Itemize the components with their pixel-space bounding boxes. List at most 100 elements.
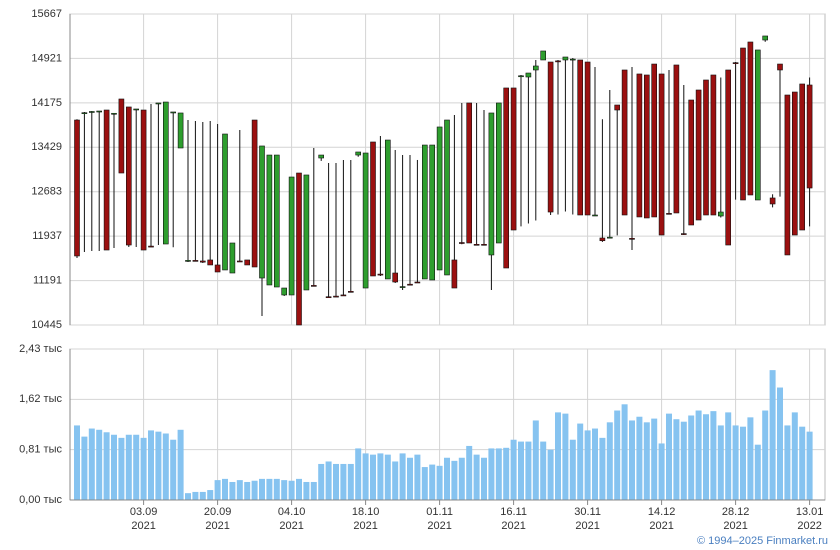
volume-bar [547,449,554,500]
volume-bar [362,453,369,500]
volume-bar [347,463,354,500]
volume-bar [680,421,687,500]
volume-bar [103,432,110,500]
volume-bar [407,457,413,500]
x-tick-label-line: 20.09 [204,506,232,518]
x-tick-label-line: 2021 [131,520,155,532]
candle-body [74,119,80,257]
volume-bar [170,439,177,500]
candle-body [421,144,428,280]
volume-bar [791,412,798,500]
candle-body [488,112,495,256]
candle-body [592,214,598,217]
candle-body [518,75,524,78]
volume-bar [643,422,650,500]
candle-body [451,259,458,289]
volume-bar [377,453,384,500]
candle-body [658,73,665,236]
volume-bar [666,413,672,500]
volume-bar [799,426,806,500]
volume-bar [606,422,613,500]
volume-bar [259,478,265,500]
volume-bar [710,411,717,500]
volume-bar [577,423,584,500]
volume-bar [629,420,635,500]
volume-bar [111,434,117,500]
y-tick-label: 12683 [31,186,62,198]
candle-body [577,59,584,216]
candle-body [481,244,487,246]
volume-bar [621,404,628,500]
x-tick-label-line: 2021 [723,520,747,532]
x-tick-label: 30.11 2021 [574,506,601,532]
volume-bar [784,425,791,500]
candle-body [710,74,717,216]
candle-body [754,49,761,201]
volume-bar [466,445,473,500]
candle-body [355,151,362,156]
volume-bar [695,410,702,500]
x-tick-label: 14.12 2021 [648,506,676,532]
candle-body [473,244,480,246]
candle-body [555,60,561,63]
candle-body [325,296,332,299]
candle-body [688,99,695,226]
candle-body [643,74,650,219]
volume-bar [303,481,310,500]
x-tick-label-line: 16.11 [500,506,527,518]
volume-bar [355,448,362,500]
candle-body [569,58,576,61]
candle-body [562,56,569,61]
x-tick-label-line: 2021 [279,520,303,532]
candle-body [629,238,635,240]
candle-body [340,294,347,297]
y-tick-label: 0,81 тыс [19,444,62,456]
candle-body [155,102,162,105]
candle-body [606,236,613,239]
volume-bar [806,431,813,500]
volume-bar [540,441,547,500]
candle-body [185,260,191,262]
x-tick-label: 01.11 2021 [426,506,453,532]
candle-body [333,295,339,298]
candle-body [547,61,554,213]
x-tick-label-line: 01.11 [426,506,453,518]
candle-body [229,242,236,274]
candle-body [532,65,539,71]
volume-bar [740,426,746,500]
candle-body [148,245,154,248]
x-tick-label-line: 2021 [575,520,599,532]
candle-body [89,111,95,113]
y-tick-label: 15667 [31,8,62,20]
candle-body [732,62,739,64]
volume-bar [636,416,643,500]
y-tick-label: 10445 [31,319,62,331]
candle-body [347,291,354,293]
candle-body [791,91,798,236]
volume-bar [74,425,80,500]
candle-body [584,61,591,216]
x-tick-label-line: 2021 [427,520,451,532]
candle-body [762,35,769,41]
x-tick-label-line: 2021 [353,520,377,532]
x-tick-label-line: 14.12 [648,506,676,518]
candle-body [377,273,384,276]
y-tick-label: 2,43 тыс [19,343,62,355]
volume-bar [96,429,103,500]
volume-bar [384,454,391,500]
volume-bar [244,481,251,500]
volume-bar [688,415,695,500]
volume-bar [251,480,258,500]
volume-bar [592,428,598,500]
y-tick-label: 11191 [33,274,62,286]
candle-body [414,281,421,284]
candle-body [362,152,369,289]
volume-bar [333,463,339,500]
candle-body [429,144,436,281]
volume-bar [451,460,458,500]
candle-body [81,112,88,114]
candle-body [747,41,754,196]
x-tick-label-line: 2021 [501,520,525,532]
volume-bar [281,480,288,500]
volume-bar [222,478,228,500]
